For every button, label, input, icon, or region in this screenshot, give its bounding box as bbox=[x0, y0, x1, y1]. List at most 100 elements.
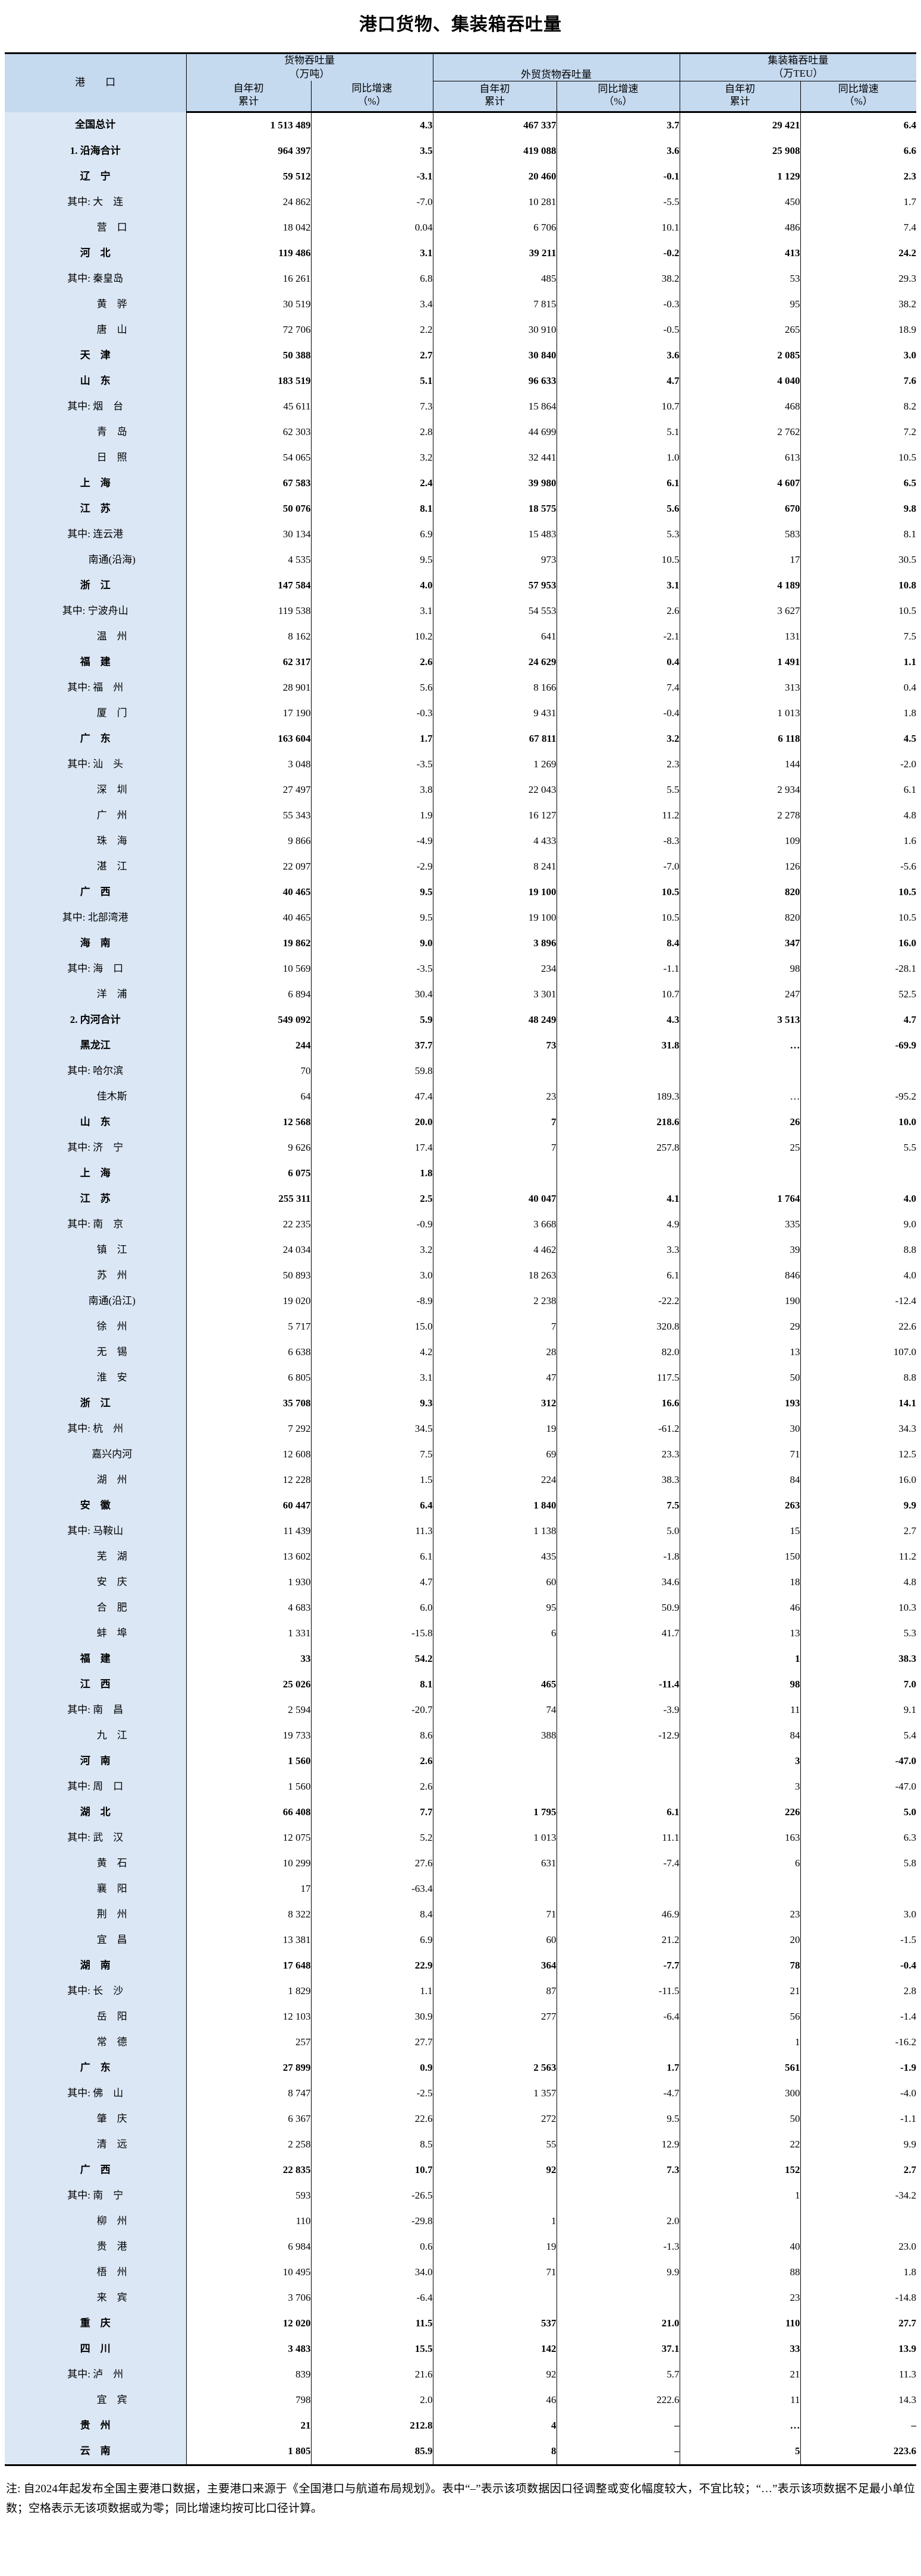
cell-value: 1 560 bbox=[186, 1774, 312, 1800]
cell-value: 5.5 bbox=[556, 777, 680, 804]
table-row: 其中: 大 连 24 862 -7.0 10 281 -5.5 450 1.7 bbox=[5, 190, 916, 216]
cell-value: 3.8 bbox=[310, 777, 433, 804]
cell-value: 46 bbox=[679, 1595, 801, 1621]
table-row: 福 建 33 54.2 1 38.3 bbox=[5, 1646, 916, 1673]
cell-value: -34.2 bbox=[800, 2183, 916, 2209]
row-label: 其中: 北部湾港 bbox=[5, 905, 186, 931]
cell-value: 92 bbox=[432, 2158, 557, 2184]
cell-value: … bbox=[679, 1084, 801, 1110]
cell-value: 20 460 bbox=[432, 164, 557, 190]
cell-value: 1 795 bbox=[432, 1800, 557, 1826]
cell-value: 10.8 bbox=[800, 573, 916, 599]
cell-value bbox=[556, 1774, 680, 1800]
cell-value: 1.7 bbox=[556, 2055, 680, 2081]
cell-value: 67 583 bbox=[186, 471, 312, 497]
row-label: 深 圳 bbox=[5, 777, 186, 804]
cell-value: 95 bbox=[679, 292, 801, 318]
cell-value: 277 bbox=[432, 2004, 557, 2030]
table-row: 湖 州 12 228 1.5 224 38.3 84 16.0 bbox=[5, 1467, 916, 1494]
cell-value: 3 513 bbox=[679, 1007, 801, 1034]
cell-value: – bbox=[800, 2413, 916, 2439]
cell-value: 15 483 bbox=[432, 522, 557, 548]
cell-value: 27.6 bbox=[310, 1851, 433, 1877]
cell-value: 144 bbox=[679, 752, 801, 778]
cell-value: -15.8 bbox=[310, 1621, 433, 1647]
cell-value: 10.5 bbox=[800, 445, 916, 471]
table-row: 南通(沿海) 4 535 9.5 973 10.5 17 30.5 bbox=[5, 547, 916, 574]
cell-value: 25 908 bbox=[679, 138, 801, 165]
cell-value: 0.4 bbox=[556, 650, 680, 676]
cell-value: 107.0 bbox=[800, 1340, 916, 1366]
cell-value: 15.5 bbox=[310, 2336, 433, 2363]
table-row: 福 建 62 317 2.6 24 629 0.4 1 491 1.1 bbox=[5, 650, 916, 676]
cell-value: 147 584 bbox=[186, 573, 312, 599]
cell-value: 22 043 bbox=[432, 777, 557, 804]
cell-value: 29.3 bbox=[800, 266, 916, 292]
cell-value: 24 629 bbox=[432, 650, 557, 676]
cell-value: 1.9 bbox=[310, 803, 433, 829]
cell-value: 37.1 bbox=[556, 2336, 680, 2363]
cell-value: 3.1 bbox=[556, 573, 680, 599]
table-row: 重 庆 12 020 11.5 537 21.0 110 27.7 bbox=[5, 2311, 916, 2337]
cell-value: 32 441 bbox=[432, 445, 557, 471]
row-label: 九 江 bbox=[5, 1723, 186, 1749]
cell-value: 247 bbox=[679, 982, 801, 1008]
cell-value: 29 421 bbox=[679, 112, 801, 139]
cell-value: -11.4 bbox=[556, 1672, 680, 1698]
cell-value: 26 bbox=[679, 1110, 801, 1136]
cell-value: 1 bbox=[432, 2209, 557, 2235]
cell-value: 22 097 bbox=[186, 854, 312, 880]
cell-value: 12.9 bbox=[556, 2132, 680, 2158]
cell-value: 193 bbox=[679, 1391, 801, 1417]
cell-value: 347 bbox=[679, 931, 801, 957]
column-header-cargo-yoy-l2: （%） bbox=[357, 96, 386, 108]
row-label: 上 海 bbox=[5, 471, 186, 497]
cell-value: 4 040 bbox=[679, 369, 801, 395]
cell-value: 485 bbox=[432, 266, 557, 292]
cell-value: 226 bbox=[679, 1800, 801, 1826]
cell-value: 38.2 bbox=[800, 292, 916, 318]
table-row: 其中: 泸 州 839 21.6 92 5.7 21 11.3 bbox=[5, 2362, 916, 2388]
cell-value: -1.4 bbox=[800, 2004, 916, 2030]
table-row: 日 照 54 065 3.2 32 441 1.0 613 10.5 bbox=[5, 445, 916, 471]
row-label: 嘉兴内河 bbox=[5, 1442, 186, 1468]
cell-value: 72 706 bbox=[186, 317, 312, 344]
table-row: 贵 州 21 212.8 4–… – bbox=[5, 2413, 916, 2439]
cell-value: 419 088 bbox=[432, 138, 557, 165]
cell-value: 9.9 bbox=[556, 2260, 680, 2286]
row-label: 其中: 南 宁 bbox=[5, 2183, 186, 2209]
table-row: 南通(沿江) 19 020 -8.9 2 238 -22.2 190 -12.4 bbox=[5, 1289, 916, 1315]
cell-value: 4 535 bbox=[186, 547, 312, 574]
cell-value: 6.0 bbox=[310, 1595, 433, 1621]
row-label: 安 庆 bbox=[5, 1570, 186, 1596]
cell-value: 964 397 bbox=[186, 138, 312, 165]
cell-value: 6 118 bbox=[679, 726, 801, 752]
cell-value: 22 bbox=[679, 2132, 801, 2158]
cell-value: 1 331 bbox=[186, 1621, 312, 1647]
cell-value bbox=[432, 1876, 557, 1903]
cell-value: 3.2 bbox=[310, 445, 433, 471]
cell-value: 21 bbox=[679, 2362, 801, 2388]
cell-value: 13 bbox=[679, 1340, 801, 1366]
cell-value: 2.3 bbox=[800, 164, 916, 190]
cell-value: -12.4 bbox=[800, 1289, 916, 1315]
cell-value: 39 980 bbox=[432, 471, 557, 497]
cell-value: 55 343 bbox=[186, 803, 312, 829]
cell-value: 19 100 bbox=[432, 880, 557, 906]
cell-value: 10.3 bbox=[800, 1595, 916, 1621]
row-label: 重 庆 bbox=[5, 2311, 186, 2337]
cell-value: 1.8 bbox=[800, 701, 916, 727]
cell-value: 96 633 bbox=[432, 369, 557, 395]
cell-value: 1 491 bbox=[679, 650, 801, 676]
cell-value: 1 560 bbox=[186, 1749, 312, 1775]
cell-value: 1 357 bbox=[432, 2081, 557, 2107]
cell-value: 71 bbox=[432, 1902, 557, 1928]
cell-value: 435 bbox=[432, 1544, 557, 1570]
cell-value: 12 103 bbox=[186, 2004, 312, 2030]
cell-value: 3 896 bbox=[432, 931, 557, 957]
cell-value: 12 020 bbox=[186, 2311, 312, 2337]
